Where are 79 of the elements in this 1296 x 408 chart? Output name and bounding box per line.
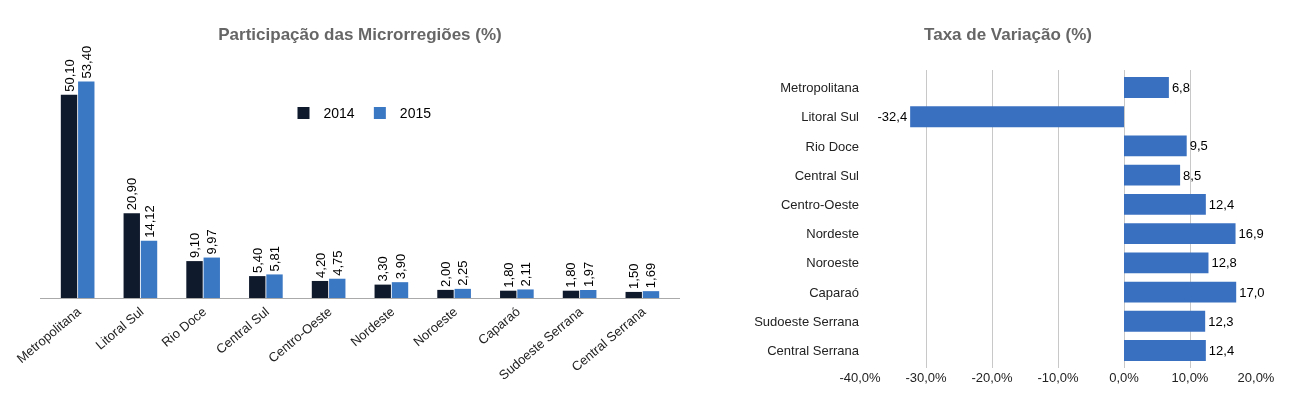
bar	[123, 213, 140, 298]
data-label: 2,11	[517, 262, 533, 287]
data-label: -32,4	[877, 109, 908, 125]
bar	[78, 81, 95, 298]
bar	[1124, 77, 1169, 98]
bar	[437, 289, 454, 298]
y-tick-label: Rio Doce	[805, 138, 859, 154]
bar	[1124, 223, 1236, 245]
bar	[311, 280, 329, 298]
data-label: 8,5	[1183, 167, 1202, 183]
y-tick-label: Caparaó	[809, 284, 859, 300]
bar	[391, 282, 409, 298]
bar	[910, 106, 1124, 128]
bar	[1124, 281, 1237, 303]
bar	[140, 240, 158, 298]
data-label: 20,90	[124, 177, 140, 211]
x-tick-label: 10,0%	[1171, 370, 1209, 385]
bar	[500, 290, 517, 298]
y-tick-label: Litoral Sul	[801, 109, 860, 125]
data-label: 16,9	[1238, 226, 1264, 242]
y-tick-label: Central Sul	[794, 167, 860, 183]
x-tick-label: -10,0%	[1037, 370, 1080, 385]
data-label: 1,69	[643, 262, 659, 289]
bar	[203, 257, 220, 298]
bar	[642, 291, 660, 298]
data-label: 6,8	[1171, 80, 1190, 96]
y-tick-label: Nordeste	[806, 226, 859, 242]
y-tick-label: Centro-Oeste	[780, 196, 859, 212]
bar	[625, 291, 642, 298]
data-label: 12,8	[1211, 255, 1237, 271]
chart-title: Taxa de Variação (%)	[924, 25, 1092, 45]
bar	[1124, 340, 1206, 361]
bar	[1124, 252, 1209, 274]
bar	[1124, 193, 1206, 215]
data-label: 12,3	[1208, 313, 1234, 329]
bar	[60, 94, 78, 298]
data-label: 14,12	[141, 205, 157, 238]
x-tick-label: -20,0%	[971, 370, 1014, 385]
data-label: 1,80	[500, 262, 516, 288]
data-label: 3,90	[392, 253, 408, 280]
data-label: 12,4	[1208, 342, 1235, 358]
data-label: 2,25	[455, 260, 471, 286]
data-label: 17,0	[1239, 284, 1265, 300]
data-label: 1,80	[563, 262, 579, 288]
y-tick-label: Metropolitana	[780, 80, 860, 96]
x-tick-label: 20,0%	[1237, 370, 1275, 385]
data-label: 9,10	[187, 232, 203, 259]
x-tick-label: -40,0%	[839, 370, 882, 385]
data-label: 9,97	[204, 229, 220, 255]
data-label: 50,10	[61, 59, 77, 92]
bar	[266, 274, 283, 298]
bar	[329, 278, 346, 298]
y-tick-label: Noroeste	[806, 255, 859, 271]
data-label: 12,4	[1208, 196, 1235, 212]
legend-label: 2014	[323, 105, 355, 122]
data-label: 1,50	[626, 263, 642, 289]
data-label: 2,00	[437, 261, 453, 287]
bar	[186, 261, 203, 298]
bar	[374, 284, 391, 298]
x-tick-label: -30,0%	[905, 370, 948, 385]
bar	[580, 290, 597, 298]
data-label: 5,40	[249, 247, 265, 274]
legend-label: 2015	[399, 105, 432, 122]
bar	[1124, 310, 1206, 332]
data-label: 53,40	[78, 45, 94, 79]
bar	[249, 276, 266, 298]
data-label: 4,20	[312, 252, 328, 278]
bar	[454, 288, 471, 298]
data-label: 1,97	[580, 261, 596, 288]
data-label: 9,5	[1189, 138, 1208, 154]
x-tick-label: 0,0%	[1109, 370, 1140, 385]
data-label: 3,30	[375, 256, 391, 282]
data-label: 5,81	[267, 246, 283, 272]
bar	[1124, 164, 1181, 186]
data-label: 4,75	[329, 250, 345, 276]
bar	[562, 290, 580, 298]
bar	[1124, 135, 1187, 157]
bar	[517, 289, 534, 298]
chart-title: Participação das Microrregiões (%)	[218, 25, 502, 45]
